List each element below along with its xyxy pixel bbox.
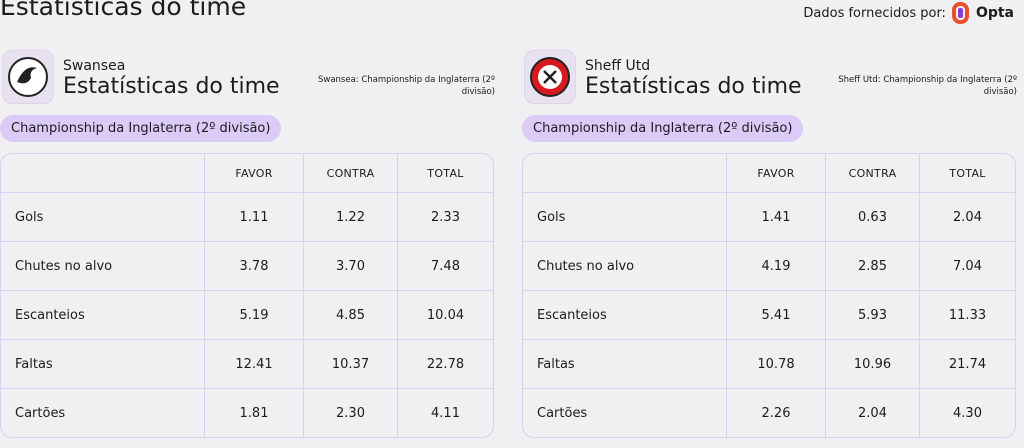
stats-table: FAVOR CONTRA TOTAL Gols 1.11 1.22 2.33 Chutes n… xyxy=(0,153,494,438)
stat-value: 4.85 xyxy=(304,291,398,340)
sheffield-badge xyxy=(530,57,570,97)
stat-value: 22.78 xyxy=(398,340,493,389)
stat-row: Chutes no alvo 3.78 3.70 7.48 xyxy=(1,242,493,291)
stat-row: Gols 1.41 0.63 2.04 xyxy=(523,193,1015,242)
stat-row: Cartões 1.81 2.30 4.11 xyxy=(1,389,493,437)
stat-row: Cartões 2.26 2.04 4.30 xyxy=(523,389,1015,437)
stat-value: 7.48 xyxy=(398,242,493,291)
stat-value: 2.26 xyxy=(727,389,826,437)
team-logo xyxy=(2,50,54,104)
stat-label: Faltas xyxy=(523,340,727,389)
stat-value: 1.11 xyxy=(205,193,304,242)
stat-value: 2.30 xyxy=(304,389,398,437)
stat-value: 10.78 xyxy=(727,340,826,389)
page-title: Estatísticas do time xyxy=(0,0,247,21)
provider-logo xyxy=(951,2,969,24)
team-name: Swansea xyxy=(63,58,126,74)
team-panel: Sheff Utd Estatísticas do time Sheff Utd: … xyxy=(522,50,1017,440)
stat-value: 2.04 xyxy=(920,193,1015,242)
header-cell: CONTRA xyxy=(304,154,398,193)
stat-value: 12.41 xyxy=(205,340,304,389)
stat-value: 4.19 xyxy=(727,242,826,291)
stat-row: Chutes no alvo 4.19 2.85 7.04 xyxy=(523,242,1015,291)
provider-name: Opta xyxy=(975,5,1014,21)
stat-row: Faltas 10.78 10.96 21.74 xyxy=(523,340,1015,389)
stat-value: 3.78 xyxy=(205,242,304,291)
provider-label: Dados fornecidos por: xyxy=(803,5,946,21)
stat-label: Cartões xyxy=(523,389,727,437)
stat-label: Cartões xyxy=(1,389,205,437)
header-cell: FAVOR xyxy=(727,154,826,193)
stat-value: 7.04 xyxy=(920,242,1015,291)
stat-value: 5.93 xyxy=(826,291,920,340)
stat-label: Escanteios xyxy=(1,291,205,340)
stat-value: 1.41 xyxy=(727,193,826,242)
stat-value: 4.11 xyxy=(431,405,460,421)
header-cell: FAVOR xyxy=(205,154,304,193)
stat-row: Escanteios 5.41 5.93 11.33 xyxy=(523,291,1015,340)
team-name: Sheff Utd xyxy=(585,58,651,74)
stat-value: 3.70 xyxy=(304,242,398,291)
stat-value: 5.19 xyxy=(205,291,304,340)
stat-value: 1.22 xyxy=(304,193,398,242)
panel-note: Sheff Utd: Championship da Inglaterra (2… xyxy=(838,75,1017,97)
header-cell: TOTAL xyxy=(920,154,1015,193)
stat-label: Faltas xyxy=(1,340,205,389)
header-cell xyxy=(523,154,727,193)
competition-pill: Championship da Inglaterra (2º divisão) xyxy=(0,115,282,142)
competition-pill: Championship da Inglaterra (2º divisão) xyxy=(522,115,804,142)
stat-value: 10.04 xyxy=(398,291,493,340)
stat-label: Chutes no alvo xyxy=(1,242,205,291)
panel-title: Estatísticas do time xyxy=(63,74,280,99)
stat-row: Faltas 12.41 10.37 22.78 xyxy=(1,340,493,389)
header-row: FAVOR CONTRA TOTAL xyxy=(523,154,1015,193)
stat-value: 0.63 xyxy=(826,193,920,242)
team-logo xyxy=(524,50,576,104)
stat-value: 2.04 xyxy=(826,389,920,437)
header-row: FAVOR CONTRA TOTAL xyxy=(1,154,493,193)
stat-value: 11.33 xyxy=(920,291,1015,340)
stat-label: Gols xyxy=(1,193,205,242)
header-cell xyxy=(1,154,205,193)
stat-value: 10.37 xyxy=(304,340,398,389)
provider: Dados fornecidos por: Opta xyxy=(803,2,1014,24)
stat-value: 5.41 xyxy=(727,291,826,340)
swansea-badge xyxy=(8,57,48,97)
stat-value: 4.30 xyxy=(953,405,982,421)
stat-row: Gols 1.11 1.22 2.33 xyxy=(1,193,493,242)
team-panel: Swansea Estatísticas do time Swansea: Cham… xyxy=(0,50,495,440)
panel-title: Estatísticas do time xyxy=(585,74,802,99)
panel-note: Swansea: Championship da Inglaterra (2º … xyxy=(317,75,495,97)
stat-label: Escanteios xyxy=(523,291,727,340)
stat-label: Gols xyxy=(523,193,727,242)
stat-label: Chutes no alvo xyxy=(523,242,727,291)
stats-table: FAVOR CONTRA TOTAL Gols 1.41 0.63 2.04 Chutes n… xyxy=(522,153,1016,438)
header-cell: TOTAL xyxy=(398,154,493,193)
stat-value: 2.33 xyxy=(398,193,493,242)
stat-value: 1.81 xyxy=(205,389,304,437)
stat-value: 2.85 xyxy=(826,242,920,291)
header-cell: CONTRA xyxy=(826,154,920,193)
stat-value: 21.74 xyxy=(920,340,1015,389)
stat-row: Escanteios 5.19 4.85 10.04 xyxy=(1,291,493,340)
stat-value: 10.96 xyxy=(826,340,920,389)
